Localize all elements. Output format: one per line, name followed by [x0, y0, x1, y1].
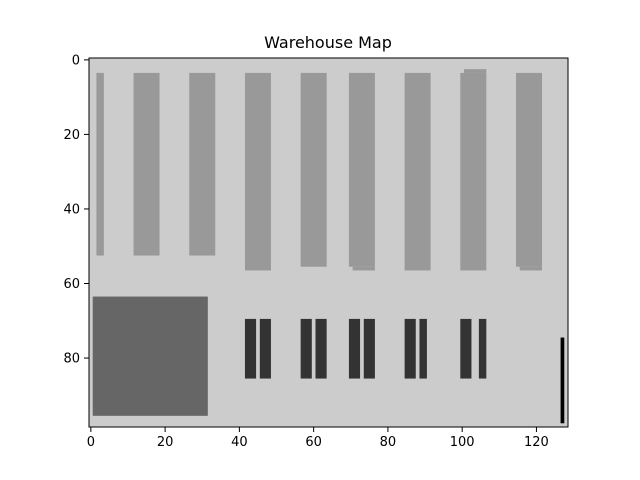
rack-region-18 — [363, 318, 375, 379]
shelf-region-7 — [404, 72, 431, 271]
rack-region-14 — [259, 318, 271, 379]
shelf-region-11 — [519, 266, 543, 271]
y-tick-label: 60 — [63, 277, 80, 292]
x-tick-label: 100 — [450, 435, 475, 450]
x-tick-label: 120 — [524, 435, 549, 450]
x-tick-label: 40 — [231, 435, 248, 450]
y-tick-label: 80 — [63, 352, 80, 367]
y-axis: 0 20 40 60 80 — [63, 53, 89, 367]
rack-region-16 — [315, 318, 327, 379]
wall-region-23 — [560, 337, 565, 424]
shelf-region-6 — [352, 266, 375, 271]
rack-region-21 — [460, 318, 472, 379]
x-tick-label: 20 — [157, 435, 174, 450]
shelf-region-2 — [189, 72, 216, 256]
shelf-region-0 — [96, 72, 104, 256]
rack-region-20 — [419, 318, 427, 379]
rack-region-15 — [300, 318, 312, 379]
rack-region-13 — [244, 318, 257, 379]
shelf-region-4 — [300, 72, 327, 267]
y-tick-label: 40 — [63, 202, 80, 217]
plot-area — [88, 57, 569, 428]
plot-frame — [88, 57, 569, 428]
x-tick-label: 0 — [87, 435, 95, 450]
shelf-region-5 — [348, 72, 375, 267]
shelf-region-3 — [244, 72, 271, 271]
rack-region-22 — [478, 318, 487, 379]
shelf-region-9 — [464, 69, 487, 73]
block-region-12 — [92, 296, 208, 416]
x-tick-label: 80 — [380, 435, 397, 450]
x-tick-label: 60 — [305, 435, 322, 450]
rack-region-19 — [404, 318, 416, 379]
shelf-region-8 — [460, 72, 487, 271]
shelf-region-1 — [133, 72, 160, 256]
shelf-region-10 — [516, 72, 543, 267]
rack-region-17 — [348, 318, 361, 379]
chart-title: Warehouse Map — [264, 33, 392, 52]
y-tick-label: 0 — [72, 53, 80, 68]
y-tick-label: 20 — [63, 128, 80, 143]
x-axis: 0 20 40 60 80 100 120 — [87, 427, 549, 450]
